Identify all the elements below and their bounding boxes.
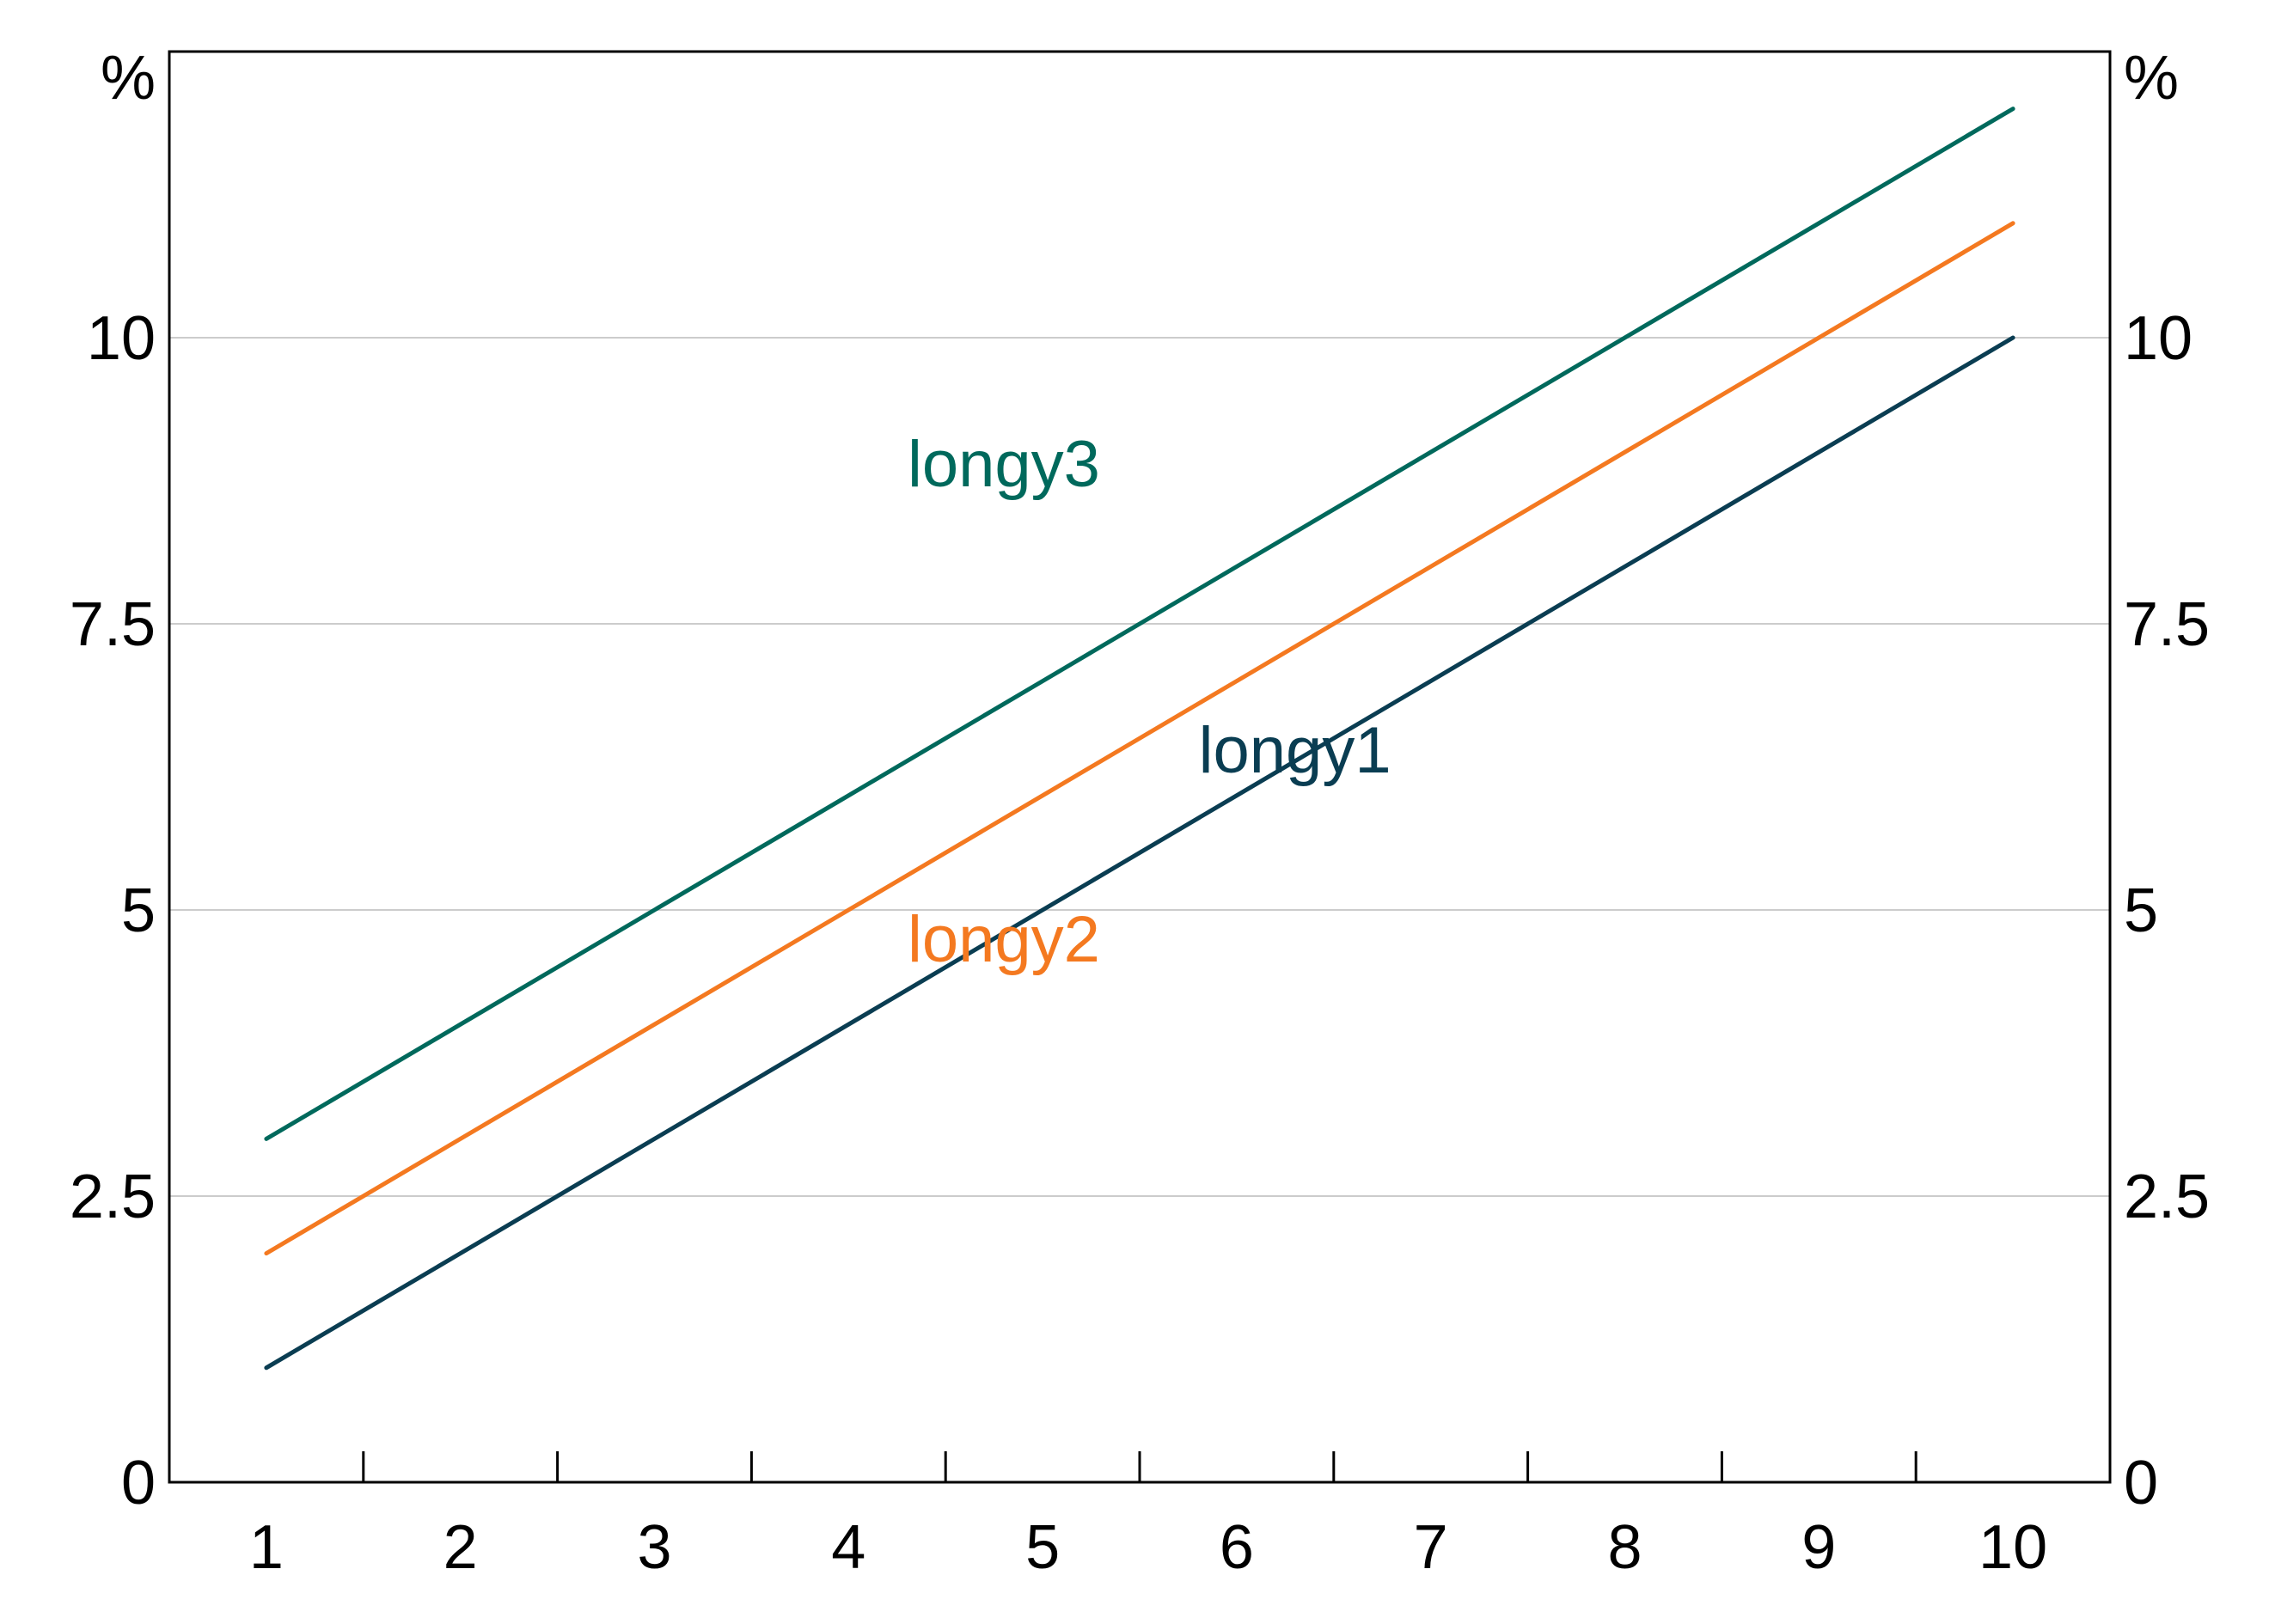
x-tick-label: 10 <box>1978 1513 2047 1582</box>
y-tick-label-right: 5 <box>2124 876 2158 945</box>
y-axis-left-unit: % <box>101 44 156 113</box>
y-tick-label-left: 2.5 <box>70 1163 156 1231</box>
series-label-longy3: longy3 <box>908 428 1100 501</box>
y-tick-label-right: 10 <box>2124 304 2193 373</box>
y-tick-label-right: 0 <box>2124 1449 2158 1517</box>
series-lines <box>264 107 2015 1371</box>
x-tick-label: 2 <box>443 1513 478 1582</box>
y-tick-label-left: 0 <box>121 1449 156 1517</box>
x-tick-label: 7 <box>1414 1513 1448 1582</box>
x-tick-label: 4 <box>831 1513 865 1582</box>
x-tick-label: 3 <box>637 1513 671 1582</box>
series-label-longy1: longy1 <box>1199 714 1391 787</box>
y-tick-label-left: 5 <box>121 876 156 945</box>
x-axis-labels: 1 2 3 4 5 6 7 8 9 10 <box>249 1513 2047 1582</box>
series-line-longy1 <box>264 335 2015 1371</box>
y-axis-left-labels: 0 2.5 5 7.5 10 <box>70 304 156 1517</box>
plot-frame <box>168 50 2112 1484</box>
grid-lines <box>169 337 2110 1197</box>
y-axis-right-labels: 0 2.5 5 7.5 10 <box>2124 304 2210 1517</box>
x-tick-label: 9 <box>1801 1513 1836 1582</box>
x-tick-label: 5 <box>1025 1513 1060 1582</box>
y-tick-label-right: 7.5 <box>2124 590 2210 659</box>
series-line-longy3 <box>264 107 2015 1141</box>
series-line-longy2 <box>264 221 2015 1256</box>
y-axis-right-unit: % <box>2124 44 2179 113</box>
x-axis-ticks <box>362 1451 1917 1482</box>
y-tick-label-left: 10 <box>87 304 156 373</box>
y-tick-label-left: 7.5 <box>70 590 156 659</box>
series-labels: longy1 longy2 longy3 <box>908 428 1391 976</box>
x-tick-label: 1 <box>249 1513 284 1582</box>
y-tick-label-right: 2.5 <box>2124 1163 2210 1231</box>
series-label-longy2: longy2 <box>908 903 1100 976</box>
x-tick-label: 6 <box>1220 1513 1254 1582</box>
x-tick-label: 8 <box>1607 1513 1642 1582</box>
